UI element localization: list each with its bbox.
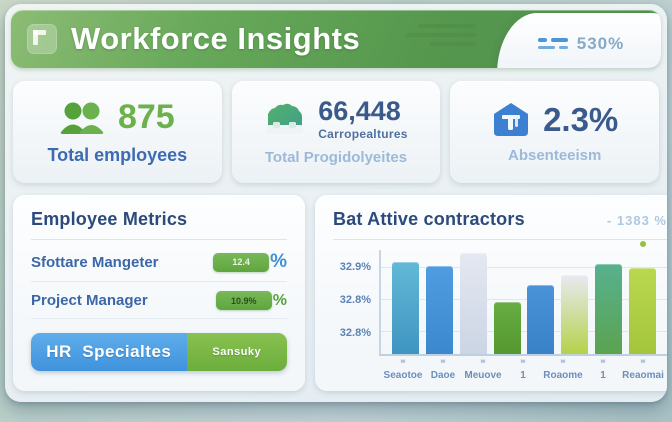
percent-icon: % [270,251,287,272]
x-axis-cell: w Roaome [543,359,583,381]
grid-line [381,298,667,300]
x-axis-cell: w Reaomai [622,359,664,381]
grid-line [381,331,667,333]
x-tick-label: Roaome [543,370,583,381]
equalizer-lines-icon [537,38,568,49]
bar [493,302,521,354]
chart-panel-meta: - 1383 % [606,213,667,228]
bar-chart: 32.9% 32.8% 32.8% w Seaotoe w Daoe w Meuove w 1 w R… [333,241,667,392]
x-tick-mark: w [480,359,486,365]
percent-icon: % [272,291,287,309]
stat-label-contractors: Total Progidolyeites [264,149,408,166]
stat-card-total-employees: 875 Total employees [13,81,222,183]
people-icon [60,102,104,134]
bar [425,265,453,354]
stat-value-absenteeism: 2.3% [543,100,619,138]
metric-label: Sfottare Mangeter [31,253,159,271]
bar [629,267,656,354]
x-axis-cell: w Seaotoe [383,359,423,381]
metric-row-project-manager: Project Manager 10.9% % [31,282,287,319]
metric-badge: 12.4 [213,252,270,272]
bar-slot [425,250,453,354]
divider [333,239,667,240]
bars-container [381,241,667,354]
bar-slot [629,241,656,354]
x-axis-cell: w Meuove [463,359,503,381]
x-tick-mark: w [600,359,606,365]
x-tick-label: 1 [520,370,526,381]
x-tick-label: Seaotoe [383,370,423,381]
bar-slot [493,250,521,354]
stat-label-employees: Total employees [47,145,188,165]
hr-specialist-button[interactable]: HR Specialtes Sansuky [31,333,287,371]
stats-row: 875 Total employees [13,81,660,183]
page-title: Workforce Insights [71,21,361,56]
x-tick-label: Meuove [464,370,502,381]
y-tick-label: 32.8% [339,326,371,339]
metric-row-software-manager: Sfottare Mangeter 12.4 % [31,242,287,282]
x-tick-label: 1 [600,370,606,381]
x-axis-cell: w Daoe [423,359,463,381]
header-stat-badge[interactable]: 530% [497,13,661,68]
bar-slot [459,250,487,354]
bar [459,253,487,354]
x-tick-label: Daoe [430,370,456,381]
bar-marker-dot [639,241,646,247]
grid-line [381,266,667,268]
metric-badge: 10.9% [215,291,272,310]
y-tick-label: 32.8% [339,293,371,306]
y-tick-label: 32.9% [339,260,371,273]
bar-slot [527,250,555,354]
x-tick-mark: w [520,359,526,365]
metric-label: Project Manager [31,292,148,309]
stat-label-absenteeism: Absenteeism [507,146,602,164]
chart-x-axis: w Seaotoe w Daoe w Meuove w 1 w Roaome w 1 w Reaomai [379,356,667,381]
x-tick-mark: w [560,359,566,365]
stat-card-contractors: 66,448 Carropealtures Total Progidolyeit… [231,81,441,183]
x-tick-mark: w [400,359,406,365]
x-tick-mark: w [640,359,646,365]
x-tick-mark: w [440,359,446,365]
hr-specialist-button-secondary[interactable]: Sansuky [186,333,287,371]
bar-plot [379,241,667,356]
stat-value-employees: 875 [117,98,175,136]
bar [561,274,589,354]
bar-slot [391,250,419,354]
x-tick-label: Reaomai [622,370,664,381]
bar [595,263,623,354]
app-window: Workforce Insights 530% [5,4,667,402]
factory-icon [267,103,304,134]
bar-slot [561,250,589,354]
stat-value-contractors: 66,448 [318,96,401,126]
metrics-panel-title: Employee Metrics [31,209,188,229]
header-badge-value: 530% [576,33,625,53]
contractors-chart-panel: Bat Attive contractors - 1383 % 32.9% 32.… [315,195,667,391]
hr-specialist-button-primary[interactable]: HR Specialtes [31,333,187,371]
stat-card-absenteeism: 2.3% Absenteeism [450,81,660,183]
header-decorative-lines [406,24,476,46]
divider [31,239,287,240]
employee-metrics-panel: Employee Metrics Sfottare Mangeter 12.4 … [13,195,305,391]
app-logo-icon [27,24,57,54]
bar [527,285,555,354]
chart-panel-title: Bat Attive contractors [333,209,525,229]
chart-y-axis: 32.9% 32.8% 32.8% [333,250,379,356]
app-header: Workforce Insights 530% [11,10,661,68]
bar-slot [595,250,623,354]
stat-subtitle-contractors: Carropealtures [318,127,408,141]
bar [391,262,419,354]
panels-row: Employee Metrics Sfottare Mangeter 12.4 … [13,195,667,391]
home-icon [494,102,529,136]
